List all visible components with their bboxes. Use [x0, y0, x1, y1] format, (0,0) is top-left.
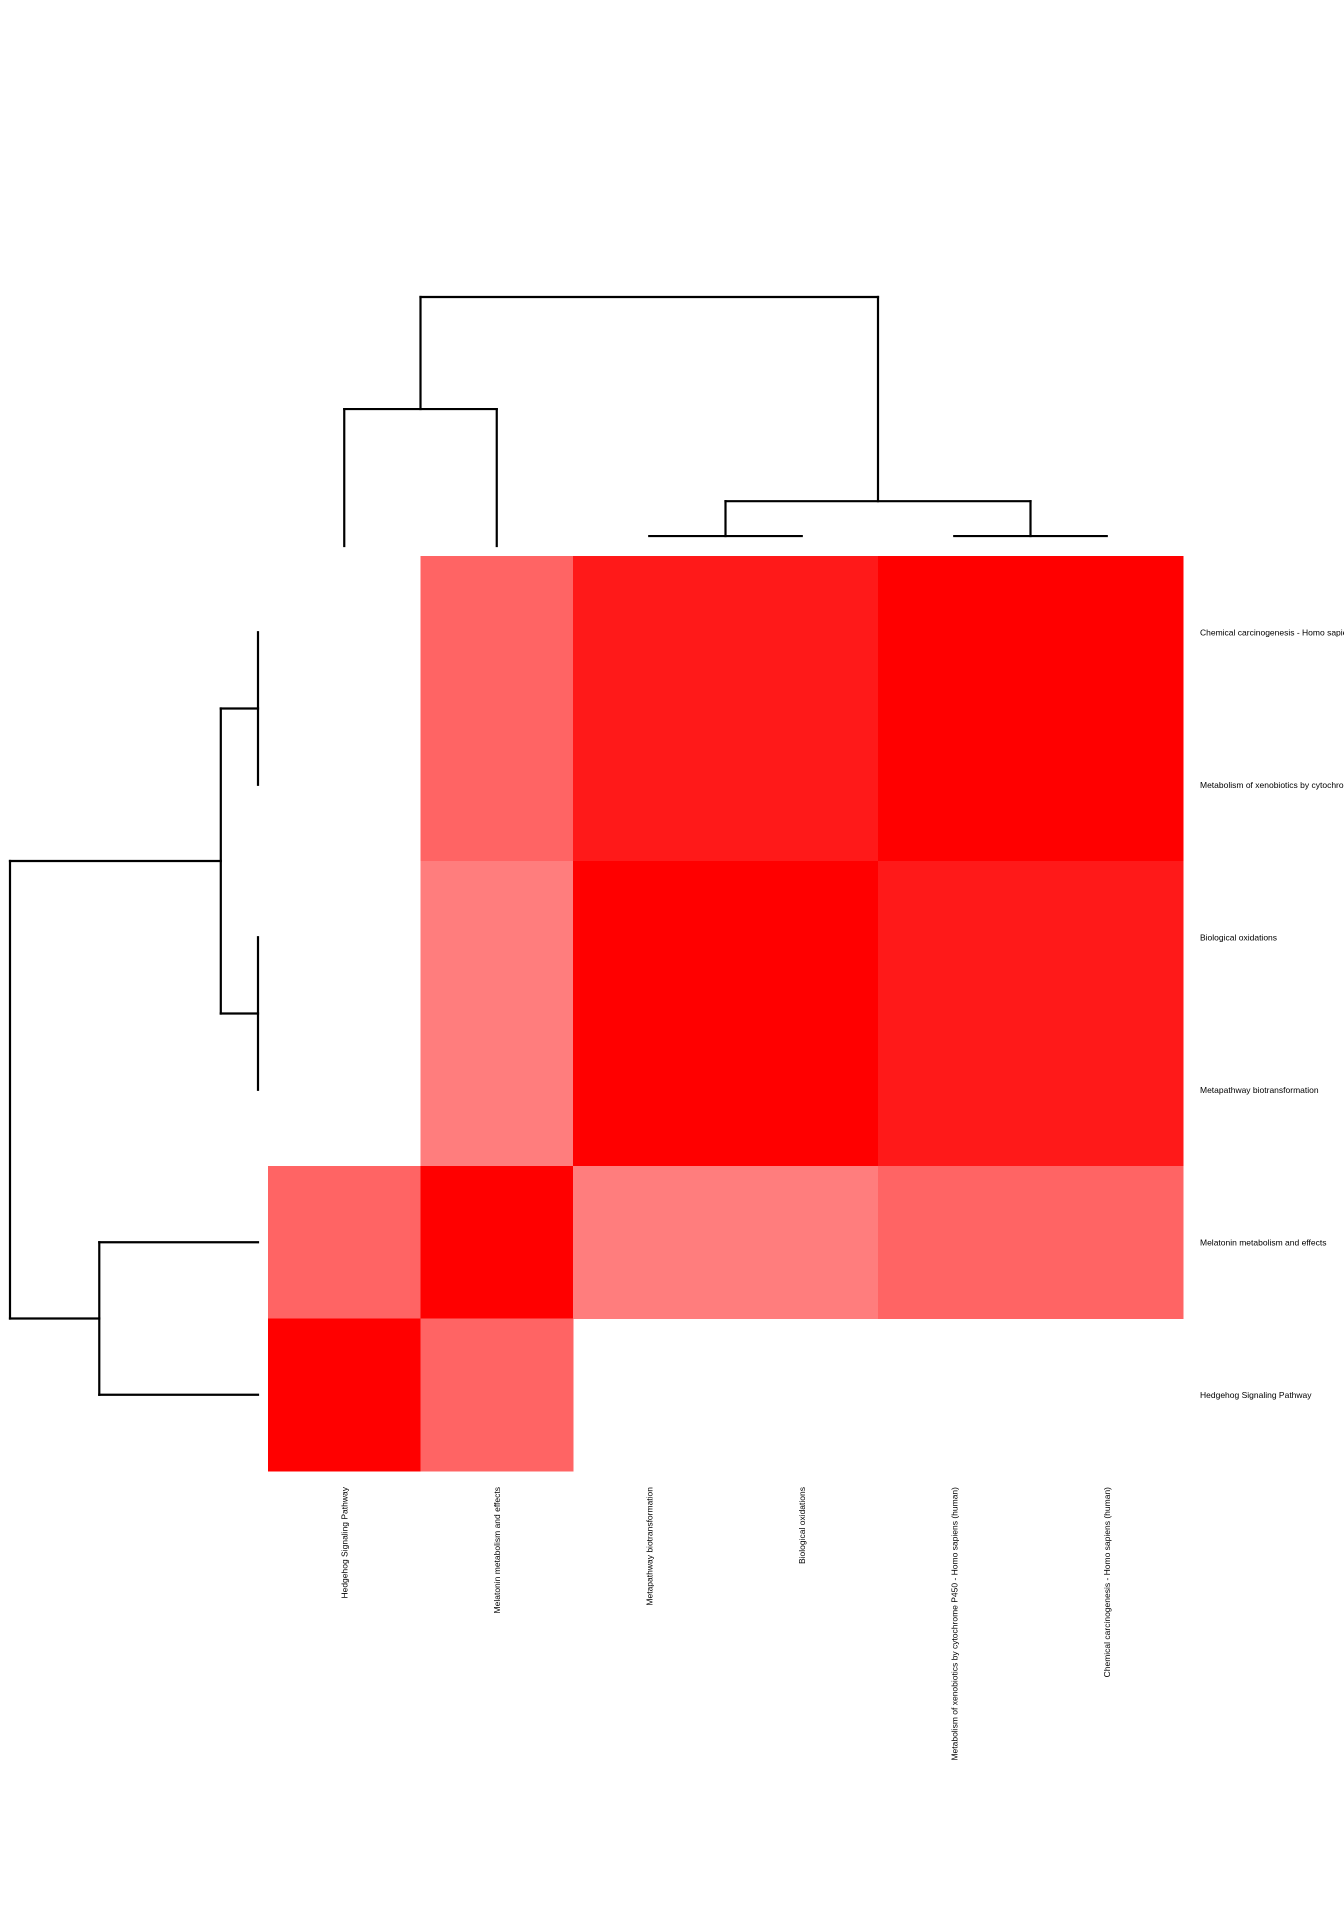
heatmap-cell [1030, 1013, 1184, 1167]
column-dendrogram [343, 295, 1108, 548]
row-dendrogram [8, 631, 260, 1396]
column-label: Metabolism of xenobiotics by cytochrome … [949, 1487, 959, 1761]
row-label: Metapathway biotransformation [1200, 1085, 1319, 1095]
heatmap-cell [573, 556, 726, 709]
heatmap-cell [1030, 861, 1184, 1014]
heatmap-cell [573, 1166, 726, 1319]
column-label: Hedgehog Signaling Pathway [339, 1486, 349, 1598]
heatmap-cell [725, 1013, 879, 1167]
heatmap-cell [725, 556, 879, 709]
row-label: Melatonin metabolism and effects [1200, 1237, 1326, 1247]
heatmap-cell [1030, 708, 1184, 862]
heatmap-cells [268, 556, 1184, 1472]
heatmap-cell [420, 861, 574, 1014]
heatmap-cell [420, 1013, 574, 1167]
heatmap-cell [878, 861, 1031, 1014]
heatmap-cell [725, 708, 879, 862]
row-label: Metabolism of xenobiotics by cytochrome [1200, 780, 1344, 790]
column-label: Biological oxidations [797, 1487, 807, 1564]
row-label: Hedgehog Signaling Pathway [1200, 1390, 1312, 1400]
heatmap-cell [420, 556, 574, 709]
heatmap-cell [573, 861, 726, 1014]
heatmap-cell [878, 1166, 1031, 1319]
heatmap-cell [1030, 1166, 1184, 1319]
heatmap-cell [420, 1318, 574, 1472]
heatmap-cell [420, 1166, 574, 1319]
heatmap-cell [1030, 556, 1184, 709]
heatmap-cell [878, 1013, 1031, 1167]
heatmap-cell [573, 1013, 726, 1167]
column-label: Chemical carcinogenesis - Homo sapiens (… [1102, 1487, 1112, 1678]
heatmap-cell [573, 708, 726, 862]
column-label: Metapathway biotransformation [644, 1487, 654, 1606]
heatmap-cell [725, 1166, 879, 1319]
heatmap-cell [878, 708, 1031, 862]
heatmap-cell [878, 556, 1031, 709]
heatmap-cell [725, 861, 879, 1014]
column-labels: Hedgehog Signaling Pathway Melatonin meta… [339, 1486, 1112, 1760]
row-label: Biological oxidations [1200, 932, 1277, 942]
row-labels: Chemical carcinogenesis - Homo sapiens Me… [1200, 627, 1344, 1400]
row-label: Chemical carcinogenesis - Homo sapiens [1200, 627, 1344, 637]
heatmap-cell [420, 708, 574, 862]
column-label: Melatonin metabolism and effects [492, 1487, 502, 1613]
heatmap-cell [268, 1166, 421, 1319]
heatmap-cell [268, 1318, 421, 1472]
